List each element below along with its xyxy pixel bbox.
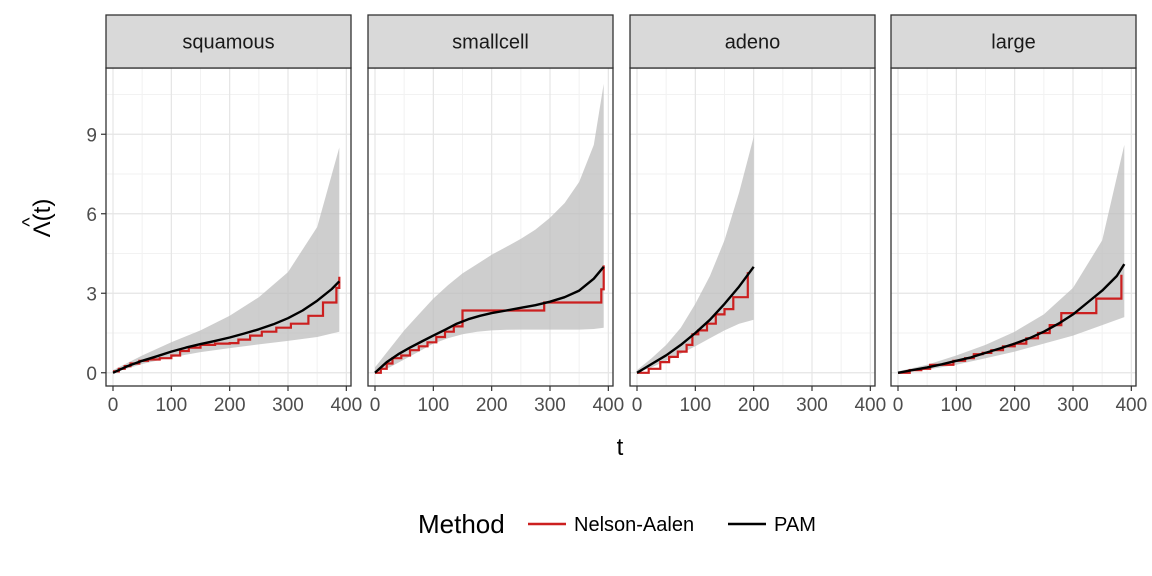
x-tick-label: 100 xyxy=(417,395,449,416)
legend-title: Method xyxy=(418,509,505,539)
x-tick-label: 200 xyxy=(476,395,508,416)
facet-strip-label: squamous xyxy=(182,32,274,54)
y-tick-label: 3 xyxy=(86,284,97,305)
x-tick-label: 100 xyxy=(940,395,972,416)
x-tick-label: 300 xyxy=(272,395,304,416)
x-tick-label: 0 xyxy=(893,395,904,416)
facet-strip xyxy=(105,14,352,69)
facet-strip xyxy=(367,14,614,69)
facet-smallcell: smallcell 0 100 200 300 400 xyxy=(367,14,624,416)
facet-squamous: squamous 0 100 200 300 400 0 3 6 9 xyxy=(86,14,362,416)
series-nelson-aalen xyxy=(113,276,341,373)
x-tick-label: 400 xyxy=(330,395,362,416)
x-tick-label: 200 xyxy=(999,395,1031,416)
y-tick-label: 6 xyxy=(86,205,97,226)
legend-label-pam: PAM xyxy=(774,514,816,536)
legend-label-nelson-aalen: Nelson-Aalen xyxy=(574,514,694,536)
series-pam xyxy=(112,280,341,374)
legend: Method Nelson-Aalen PAM xyxy=(418,509,816,539)
x-tick-label: 0 xyxy=(108,395,119,416)
panels-layer: squamous 0 100 200 300 400 0 3 6 9 smallcell 0 100 20… xyxy=(86,14,1147,416)
confidence-ribbon xyxy=(113,147,340,373)
x-tick-label: 0 xyxy=(370,395,381,416)
confidence-ribbon xyxy=(898,144,1125,373)
x-tick-label: 200 xyxy=(214,395,246,416)
x-tick-label: 100 xyxy=(679,395,711,416)
facet-large: large 0 100 200 300 400 xyxy=(890,14,1147,416)
facet-strip xyxy=(890,14,1137,69)
x-tick-label: 200 xyxy=(738,395,770,416)
confidence-ribbon xyxy=(375,83,604,373)
y-axis-title: Λ(t) xyxy=(29,199,56,238)
series-pam xyxy=(636,266,755,374)
facet-strip-label: adeno xyxy=(725,32,781,54)
x-tick-label: 300 xyxy=(1057,395,1089,416)
series-pam xyxy=(374,266,605,374)
y-axis-title-group: Λ(t) ^ xyxy=(19,199,56,238)
x-tick-label: 400 xyxy=(854,395,886,416)
facet-strip-label: large xyxy=(991,32,1035,54)
x-axis-title: t xyxy=(617,434,624,461)
y-tick-label: 9 xyxy=(86,125,97,146)
x-tick-label: 0 xyxy=(632,395,643,416)
series-nelson-aalen xyxy=(375,265,605,374)
facet-adeno: adeno 0 100 200 300 400 xyxy=(629,14,886,416)
x-tick-label: 300 xyxy=(534,395,566,416)
x-tick-label: 100 xyxy=(155,395,187,416)
y-tick-label: 0 xyxy=(86,364,97,385)
facet-strip xyxy=(629,14,876,69)
series-pam xyxy=(897,263,1126,374)
y-axis-title-accent: ^ xyxy=(19,217,41,227)
x-tick-label: 300 xyxy=(796,395,828,416)
facet-strip-label: smallcell xyxy=(452,32,529,54)
x-tick-label: 400 xyxy=(592,395,624,416)
x-tick-label: 400 xyxy=(1115,395,1147,416)
